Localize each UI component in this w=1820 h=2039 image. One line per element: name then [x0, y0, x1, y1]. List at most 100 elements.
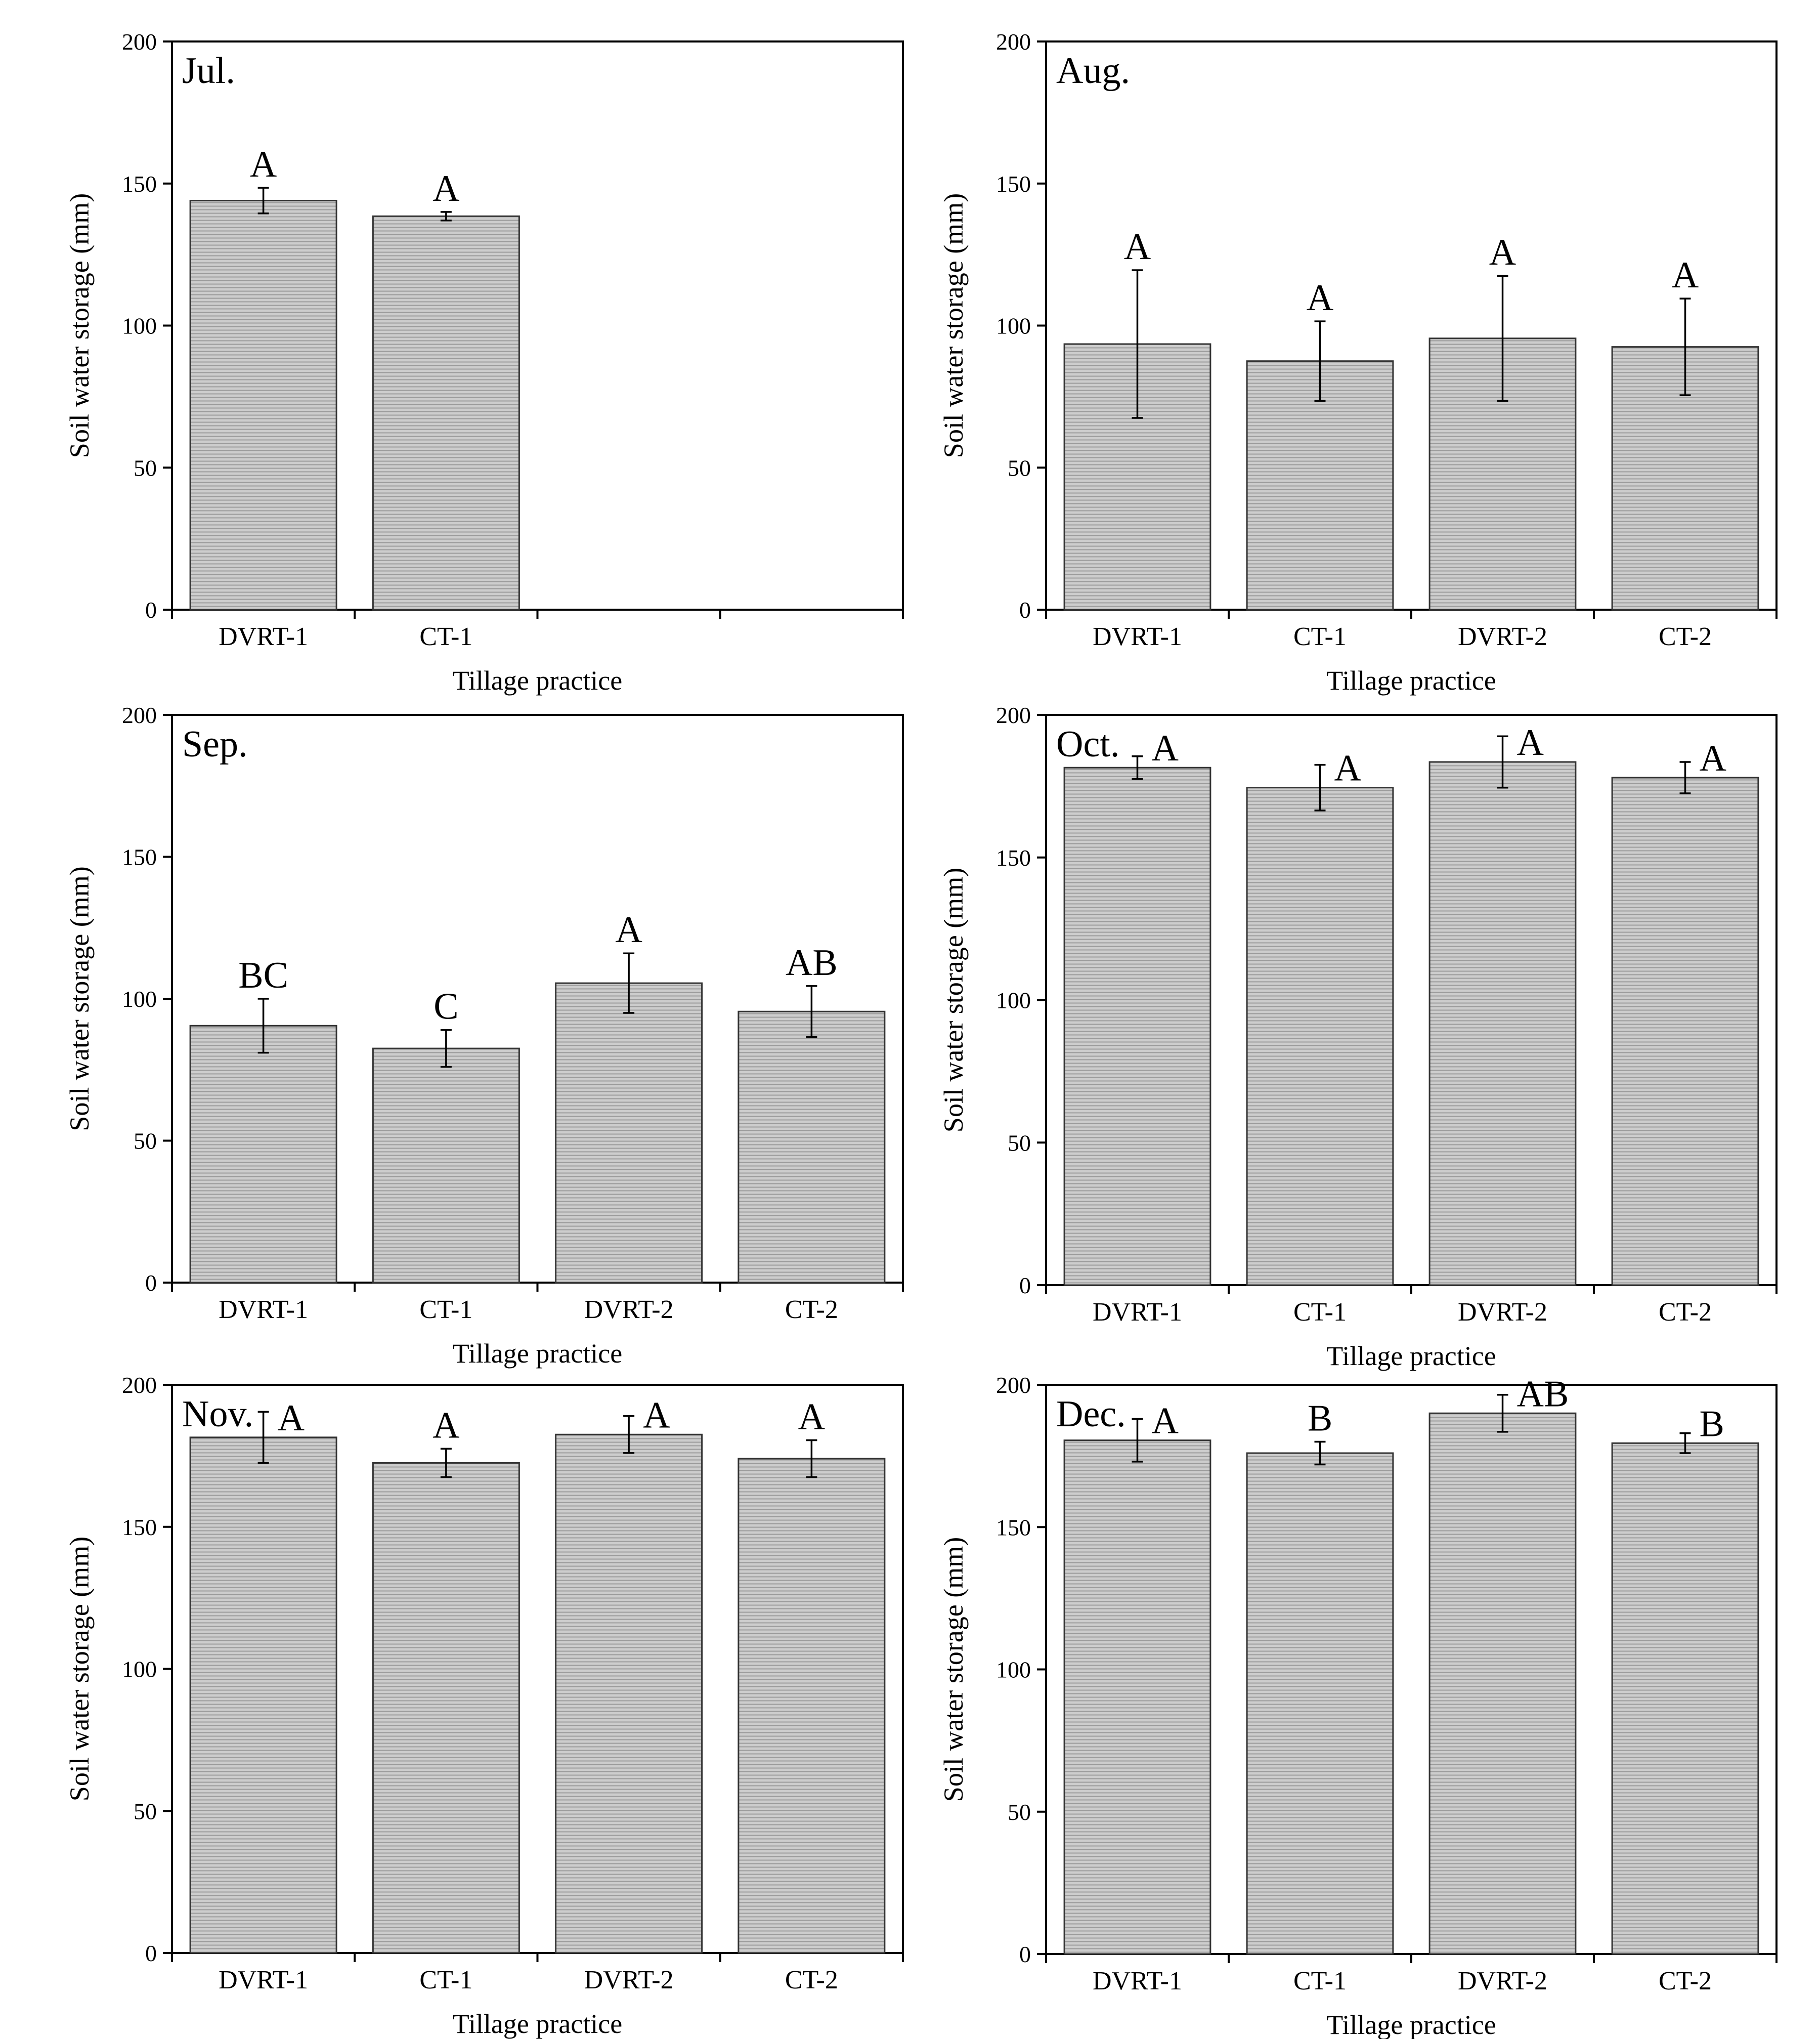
x-category-label: DVRT-1 [219, 1295, 308, 1324]
x-axis-title: Tillage practice [1326, 2010, 1496, 2039]
y-axis-title: Soil water storage (mm) [64, 866, 95, 1131]
x-category-label: CT-1 [419, 1966, 472, 1994]
x-category-label: DVRT-1 [1093, 1298, 1182, 1327]
significance-label: A [1152, 728, 1179, 769]
significance-label: AB [786, 942, 838, 984]
y-tick-label: 150 [122, 1514, 157, 1540]
y-tick-label: 0 [1019, 597, 1031, 623]
y-tick-label: 50 [134, 455, 157, 481]
y-axis-title: Soil water storage (mm) [64, 193, 95, 458]
y-tick-label: 100 [122, 313, 157, 339]
chart-panel-2: 0 50 100 150 200 DVRT-1 A CT-1 A DVRT-2 A CT-2 A Aug.… [938, 29, 1778, 696]
significance-label: A [250, 144, 277, 185]
bar [1428, 761, 1577, 1286]
panel-title: Jul. [182, 50, 235, 92]
y-tick-label: 200 [122, 29, 157, 55]
y-tick-label: 150 [996, 171, 1031, 197]
y-tick-label: 0 [1019, 1272, 1031, 1298]
significance-label: A [643, 1394, 670, 1436]
x-category-label: DVRT-1 [1093, 622, 1182, 651]
significance-label: BC [238, 955, 288, 996]
bar [189, 1025, 337, 1284]
significance-label: B [1308, 1398, 1332, 1439]
x-category-label: CT-2 [1659, 1967, 1712, 1995]
panel-title: Sep. [182, 724, 248, 765]
significance-label: A [1517, 722, 1544, 763]
y-tick-label: 100 [996, 313, 1031, 339]
x-axis-title: Tillage practice [1326, 1341, 1496, 1371]
x-category-label: CT-2 [1659, 622, 1712, 651]
y-tick-label: 100 [996, 1657, 1031, 1683]
bar [1611, 1442, 1759, 1955]
chart-panel-3: 0 50 100 150 200 DVRT-1 BC CT-1 C DVRT-2 A CT-2 AB Se… [64, 702, 904, 1369]
y-tick-label: 150 [996, 845, 1031, 871]
panel-title: Nov. [182, 1393, 253, 1435]
x-axis-title: Tillage practice [453, 665, 622, 696]
y-axis-title: Soil water storage (mm) [938, 193, 969, 458]
y-tick-label: 150 [122, 171, 157, 197]
y-tick-label: 100 [122, 986, 157, 1012]
x-category-label: DVRT-2 [1458, 1298, 1547, 1327]
bar [189, 1436, 337, 1954]
bar [189, 199, 337, 611]
significance-label: A [1700, 738, 1726, 779]
significance-label: A [1672, 254, 1699, 296]
significance-label: B [1700, 1403, 1724, 1445]
bar [1063, 767, 1211, 1286]
x-category-label: DVRT-2 [584, 1966, 674, 1994]
x-category-label: DVRT-1 [219, 622, 308, 651]
x-axis-title: Tillage practice [453, 2009, 622, 2039]
significance-label: A [278, 1397, 305, 1439]
x-category-label: DVRT-2 [1458, 622, 1547, 651]
y-axis-title: Soil water storage (mm) [64, 1537, 95, 1801]
y-tick-label: 0 [145, 1940, 157, 1966]
significance-label: AB [1517, 1373, 1569, 1415]
bar [555, 1433, 703, 1954]
bar [1246, 360, 1394, 611]
panel-title: Aug. [1056, 50, 1130, 92]
y-tick-label: 150 [996, 1514, 1031, 1540]
panel-title: Oct. [1056, 724, 1119, 765]
bar [1611, 777, 1759, 1286]
y-tick-label: 200 [122, 702, 157, 728]
significance-label: A [432, 168, 459, 209]
chart-panel-1: 0 50 100 150 200 DVRT-1 A CT-1 A Jul. Tillage prac… [64, 29, 904, 696]
chart-panel-4: 0 50 100 150 200 DVRT-1 A CT-1 A DVRT-2 A CT-2 A Oct.… [938, 702, 1778, 1371]
bar [738, 1458, 886, 1954]
y-tick-label: 50 [1008, 1799, 1031, 1825]
x-axis-title: Tillage practice [1326, 665, 1496, 696]
x-category-label: CT-2 [785, 1966, 838, 1994]
y-tick-label: 0 [1019, 1941, 1031, 1967]
bar [1246, 787, 1394, 1286]
x-category-label: DVRT-1 [1093, 1967, 1182, 1995]
y-tick-label: 0 [145, 1270, 157, 1296]
y-tick-label: 50 [134, 1128, 157, 1154]
y-tick-label: 200 [996, 702, 1031, 728]
significance-label: A [1124, 226, 1151, 268]
y-tick-label: 200 [996, 29, 1031, 55]
significance-label: A [798, 1396, 825, 1437]
chart-panel-5: 0 50 100 150 200 DVRT-1 A CT-1 A DVRT-2 A CT-2 A Nov.… [64, 1372, 904, 2039]
x-axis-title: Tillage practice [453, 1338, 622, 1369]
y-tick-label: 50 [1008, 455, 1031, 481]
x-category-label: DVRT-2 [1458, 1967, 1547, 1995]
y-axis-title: Soil water storage (mm) [938, 1537, 969, 1802]
y-axis-title: Soil water storage (mm) [938, 868, 969, 1132]
x-category-label: DVRT-1 [219, 1966, 308, 1994]
x-category-label: CT-1 [1293, 1967, 1347, 1995]
y-tick-label: 50 [1008, 1130, 1031, 1156]
y-tick-label: 150 [122, 844, 157, 870]
significance-label: A [432, 1405, 459, 1446]
x-category-label: DVRT-2 [584, 1295, 674, 1324]
y-tick-label: 0 [145, 597, 157, 623]
significance-label: A [1334, 748, 1361, 789]
panel-title: Dec. [1056, 1393, 1126, 1435]
x-category-label: CT-2 [785, 1295, 838, 1324]
significance-label: A [615, 909, 642, 951]
x-category-label: CT-2 [1659, 1298, 1712, 1327]
y-tick-label: 100 [996, 988, 1031, 1013]
bar [1428, 1412, 1577, 1955]
bar [372, 215, 520, 611]
x-category-label: CT-1 [1293, 1298, 1347, 1327]
